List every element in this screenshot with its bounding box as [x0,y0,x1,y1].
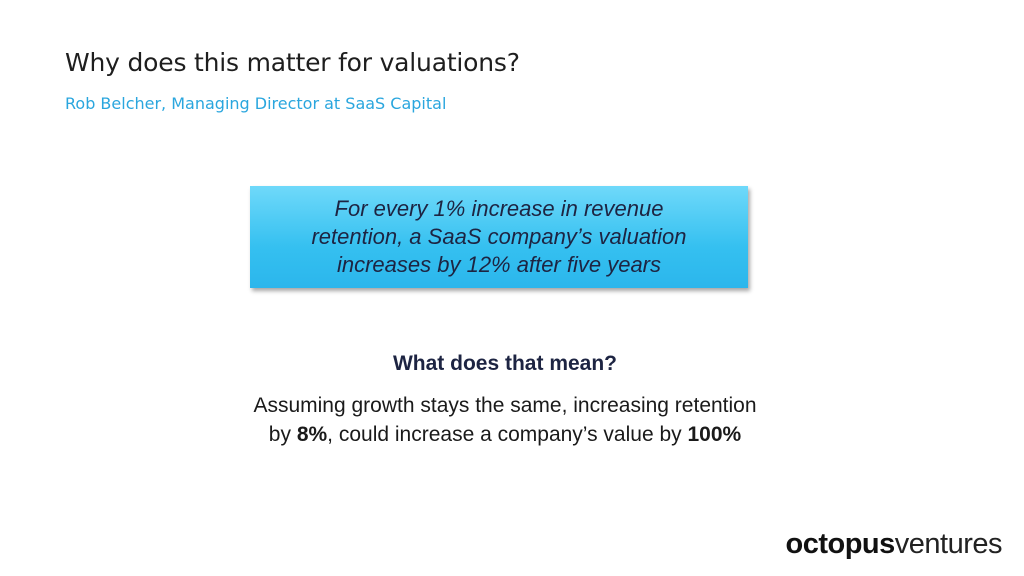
callout-line: retention, a SaaS company’s valuation [311,224,687,249]
body-emphasis: 100% [687,423,742,446]
callout-line: For every 1% increase in revenue [334,196,664,221]
section-heading: What does that mean? [392,352,618,375]
slide-title: Why does this matter for valuations? [65,48,520,77]
logo-brand: octopus [785,528,895,560]
body-line: by 8%, could increase a company’s value … [0,423,1010,447]
body-emphasis: 8% [296,423,328,446]
body-text: by [268,423,297,446]
logo-suffix: ventures [894,528,1003,560]
body-text: , could increase a company’s value by [327,423,688,446]
callout-line: increases by 12% after five years [336,252,662,277]
body-line: Assuming growth stays the same, increasi… [253,394,757,417]
slide-subtitle: Rob Belcher, Managing Director at SaaS C… [65,94,447,113]
callout-box: For every 1% increase in revenue retenti… [250,186,748,288]
logo: octopusventures [785,528,1002,561]
